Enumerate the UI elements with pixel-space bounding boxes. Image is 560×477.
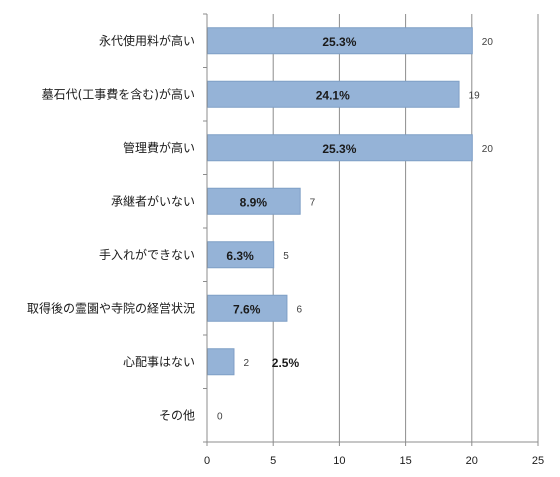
x-tick-label: 15 <box>399 455 411 467</box>
x-tick-label: 10 <box>333 455 345 467</box>
axes <box>203 13 539 446</box>
data-label-count: 20 <box>482 144 494 155</box>
data-label-percent: 7.6% <box>233 302 261 316</box>
category-label: 永代使用料が高い <box>99 33 195 48</box>
x-tick-label: 25 <box>532 455 544 467</box>
data-label-percent: 25.3% <box>322 35 356 49</box>
data-label-count: 19 <box>469 90 481 101</box>
category-label: 承継者がいない <box>111 193 195 208</box>
gridlines <box>272 14 539 442</box>
data-label-count: 2 <box>243 358 249 369</box>
category-label: 心配事はない <box>123 355 195 369</box>
x-tick-label: 0 <box>204 455 210 467</box>
x-tick-label: 5 <box>270 455 276 467</box>
data-label-percent: 6.3% <box>226 249 254 263</box>
data-label-percent: 2.5% <box>272 356 300 370</box>
data-label-count: 0 <box>217 411 223 422</box>
category-label: 手入れができない <box>99 247 195 262</box>
category-label: 取得後の霊園や寺院の経営状況 <box>27 300 195 315</box>
category-label: その他 <box>159 408 195 422</box>
bar <box>207 348 235 376</box>
data-label-count: 6 <box>296 304 302 315</box>
data-label-count: 5 <box>283 251 289 262</box>
bar <box>207 187 301 215</box>
bar <box>207 241 275 269</box>
category-label: 管理費が高い <box>123 140 195 155</box>
bar <box>207 27 473 55</box>
bar <box>207 134 473 162</box>
x-tick-label: 20 <box>466 455 478 467</box>
category-label: 墓石代(工事費を含む)が高い <box>42 86 195 101</box>
data-label-count: 20 <box>482 37 494 48</box>
data-label-percent: 8.9% <box>240 195 268 209</box>
bar <box>207 294 288 322</box>
data-label-count: 7 <box>310 197 316 208</box>
data-label-percent: 24.1% <box>316 88 350 102</box>
data-label-percent: 25.3% <box>322 142 356 156</box>
